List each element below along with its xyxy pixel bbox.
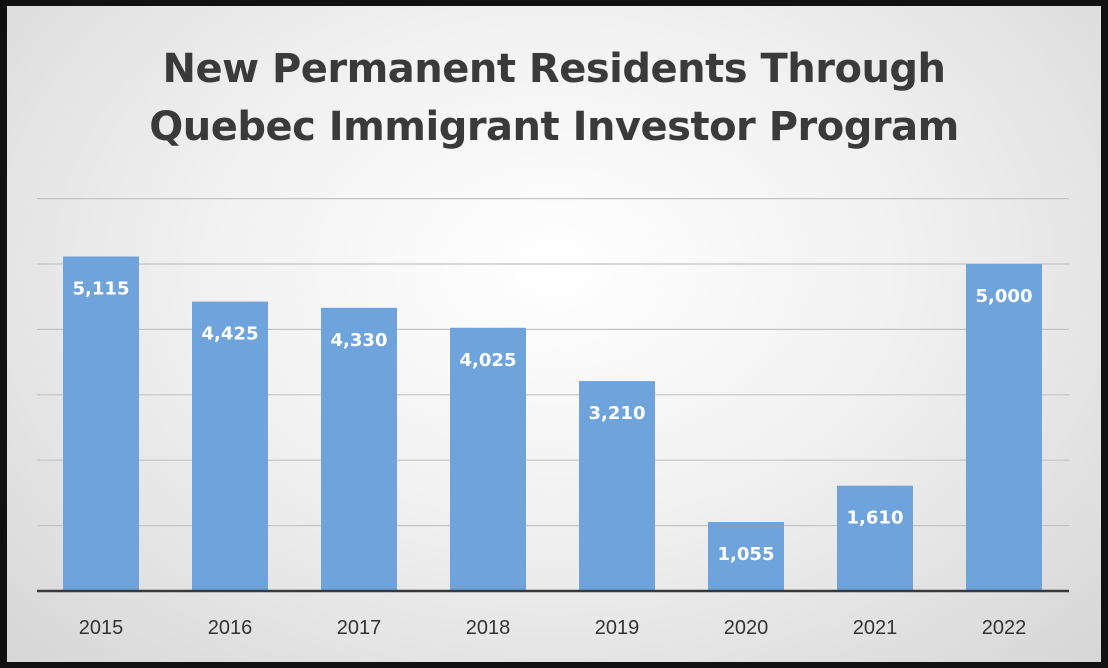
value-label-2021: 1,610: [847, 508, 904, 529]
value-label-2022: 5,000: [976, 286, 1033, 307]
bar-2015: [63, 256, 139, 591]
x-tick-labels: 2015 2016 2017 2018 2019 2020 2021 2022: [79, 617, 1027, 639]
value-label-2018: 4,025: [460, 350, 517, 371]
chart-title-line-1: New Permanent Residents Through: [162, 46, 946, 92]
x-tick-2020: 2020: [724, 617, 769, 639]
value-label-2017: 4,330: [331, 330, 388, 351]
bars: [63, 256, 1042, 591]
bar-2017: [321, 307, 397, 591]
bar-2021: [837, 485, 913, 591]
value-label-2019: 3,210: [589, 403, 646, 424]
gridlines: [37, 198, 1069, 527]
chart-title-line-2: Quebec Immigrant Investor Program: [149, 104, 959, 150]
value-label-2015: 5,115: [73, 278, 130, 299]
x-tick-2015: 2015: [79, 617, 124, 639]
value-label-2020: 1,055: [718, 544, 775, 565]
bar-2018: [450, 327, 526, 591]
value-label-2016: 4,425: [202, 324, 259, 345]
chart-title: New Permanent Residents Through Quebec I…: [7, 40, 1101, 156]
x-tick-2022: 2022: [982, 617, 1027, 639]
bar-2016: [192, 301, 268, 591]
x-tick-2021: 2021: [853, 617, 898, 639]
bar-2019: [579, 381, 655, 591]
x-tick-2018: 2018: [466, 617, 511, 639]
x-tick-2016: 2016: [208, 617, 253, 639]
chart-frame: New Permanent Residents Through Quebec I…: [7, 6, 1101, 662]
x-tick-2017: 2017: [337, 617, 382, 639]
bar-2020: [708, 522, 784, 591]
bar-2022: [966, 264, 1042, 591]
bar-chart: 5,115 4,425 4,330 4,025 3,210 1,055 1,610 5,000…: [37, 198, 1069, 639]
x-tick-2019: 2019: [595, 617, 640, 639]
value-labels: 5,115 4,425 4,330 4,025 3,210 1,055 1,610 5,000: [73, 278, 1033, 565]
